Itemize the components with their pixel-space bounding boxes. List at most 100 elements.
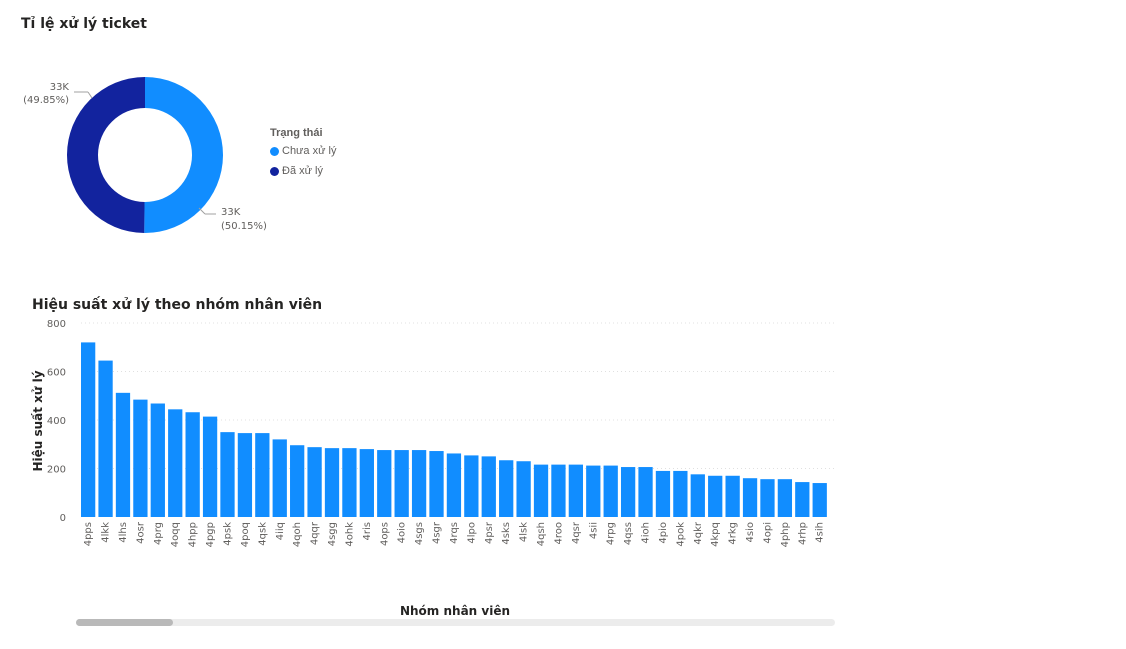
x-tick-label-4sih: 4sih xyxy=(815,522,826,543)
x-tick-label-4ops: 4ops xyxy=(379,522,390,546)
bar-4iiq[interactable] xyxy=(272,439,287,517)
bar-4oqq[interactable] xyxy=(168,409,183,517)
bar-4rkg[interactable] xyxy=(725,475,740,517)
x-tick-label-4psk: 4psk xyxy=(222,522,233,546)
bar-4osr[interactable] xyxy=(133,399,148,517)
bar-4qqr[interactable] xyxy=(307,447,322,517)
x-tick-label-4sgr: 4sgr xyxy=(432,521,443,544)
bar-4qkr[interactable] xyxy=(690,474,705,517)
bar-4kpq[interactable] xyxy=(708,475,723,517)
x-tick-label-4qsk: 4qsk xyxy=(257,522,268,546)
x-tick-label-4hpp: 4hpp xyxy=(188,522,199,547)
donut-legend: Trạng thái Chưa xử lý Đã xử lý xyxy=(270,127,336,185)
y-axis-title: Hiệu suất xử lý xyxy=(31,370,45,471)
x-tick-label-4sio: 4sio xyxy=(745,522,756,542)
bar-4hpp[interactable] xyxy=(185,412,200,517)
bar-chart-title: Hiệu suất xử lý theo nhóm nhân viên xyxy=(32,297,323,313)
x-tick-label-4rkg: 4rkg xyxy=(728,522,739,545)
legend-dot-chua-xu-ly xyxy=(270,146,279,156)
bar-4pgp[interactable] xyxy=(202,416,218,517)
data-label-chua-value: 33K xyxy=(221,207,241,218)
data-label-chua-pct: (50.15%) xyxy=(221,221,267,232)
label-leader-chua xyxy=(198,207,206,215)
bar-4sks[interactable] xyxy=(499,460,514,517)
bar-4sgr[interactable] xyxy=(429,451,444,517)
x-tick-label-4lpo: 4lpo xyxy=(466,522,477,544)
scrollbar-thumb[interactable] xyxy=(76,619,173,626)
x-tick-label-4ohk: 4ohk xyxy=(344,522,355,547)
y-tick-label-0: 0 xyxy=(60,513,66,524)
x-tick-label-4lsk: 4lsk xyxy=(519,522,530,542)
x-tick-label-4qoh: 4qoh xyxy=(292,522,303,547)
bar-4lkk[interactable] xyxy=(98,360,113,517)
x-tick-label-4prg: 4prg xyxy=(153,522,164,545)
bar-4psk[interactable] xyxy=(220,432,235,518)
y-tick-label-400: 400 xyxy=(47,416,66,427)
bar-4sgg[interactable] xyxy=(324,448,340,517)
bar-4prg[interactable] xyxy=(150,403,165,517)
x-tick-label-4rhp: 4rhp xyxy=(797,522,808,545)
x-tick-label-4oio: 4oio xyxy=(397,522,408,543)
bar-4rpg[interactable] xyxy=(603,465,618,517)
y-tick-label-800: 800 xyxy=(47,319,66,330)
bar-4oio[interactable] xyxy=(394,450,409,517)
bar-4qss[interactable] xyxy=(620,467,636,517)
bar-4lsk[interactable] xyxy=(516,461,531,517)
legend-title: Trạng thái xyxy=(270,127,323,139)
bar-4qoh[interactable] xyxy=(290,445,305,517)
bar-chart: 0 200 400 600 800 4pps 4lkk 4lhs 4osr 4prg 4oqq 4h… xyxy=(31,319,835,547)
bar-4lpo[interactable] xyxy=(464,455,479,517)
x-tick-label-4roo: 4roo xyxy=(553,522,564,545)
bar-4psr[interactable] xyxy=(481,456,496,518)
horizontal-scrollbar[interactable] xyxy=(76,619,835,626)
donut-chart: 33K (49.85%) 33K (50.15%) xyxy=(23,77,267,233)
bar-4rqs[interactable] xyxy=(446,453,462,517)
bar-4sii[interactable] xyxy=(586,465,601,517)
legend-item-chua-xu-ly[interactable]: Chưa xử lý xyxy=(270,145,336,157)
bar-4poq[interactable] xyxy=(237,433,253,517)
x-tick-label-4iiq: 4iiq xyxy=(275,522,286,540)
bar-4opi[interactable] xyxy=(760,479,775,517)
donut-slice-da-xu-ly[interactable] xyxy=(66,77,145,233)
bar-4ohk[interactable] xyxy=(342,448,357,517)
legend-label-da-xu-ly: Đã xử lý xyxy=(282,165,323,177)
bar-4roo[interactable] xyxy=(551,464,566,517)
legend-label-chua-xu-ly: Chưa xử lý xyxy=(282,145,337,157)
x-tick-label-4ioh: 4ioh xyxy=(641,522,652,544)
x-tick-label-4sks: 4sks xyxy=(501,522,512,545)
x-tick-label-4qsh: 4qsh xyxy=(536,522,547,546)
legend-item-da-xu-ly[interactable]: Đã xử lý xyxy=(270,165,336,177)
x-tick-label-4qkr: 4qkr xyxy=(693,521,704,545)
bar-4sgs[interactable] xyxy=(411,450,427,517)
bar-4qsh[interactable] xyxy=(533,464,549,517)
bar-4sih[interactable] xyxy=(812,483,827,517)
bar-4ioh[interactable] xyxy=(638,467,653,517)
legend-dot-da-xu-ly xyxy=(270,166,279,176)
bar-4qsk[interactable] xyxy=(255,433,270,517)
x-tick-label-4ris: 4ris xyxy=(362,522,373,540)
x-tick-label-4pio: 4pio xyxy=(658,522,669,544)
x-tick-label-4lkk: 4lkk xyxy=(101,522,112,543)
bar-4pps[interactable] xyxy=(81,342,96,517)
x-tick-label-4pgp: 4pgp xyxy=(205,522,216,547)
bar-4lhs[interactable] xyxy=(115,392,131,517)
bar-4rhp[interactable] xyxy=(795,482,810,517)
bar-4ops[interactable] xyxy=(377,450,392,517)
bar-4pok[interactable] xyxy=(673,470,688,517)
x-tick-label-4osr: 4osr xyxy=(135,521,146,544)
x-tick-label-4rqs: 4rqs xyxy=(449,522,460,544)
x-tick-label-4rpg: 4rpg xyxy=(606,522,617,545)
bar-4php[interactable] xyxy=(777,479,793,517)
bar-4ris[interactable] xyxy=(359,449,374,517)
x-tick-label-4psr: 4psr xyxy=(484,521,495,544)
bar-4sio[interactable] xyxy=(742,478,758,517)
bar-4pio[interactable] xyxy=(655,470,671,517)
x-axis-title: Nhóm nhân viên xyxy=(399,604,511,618)
donut-slice-chua-xu-ly[interactable] xyxy=(144,77,223,233)
y-tick-label-200: 200 xyxy=(47,465,66,476)
x-tick-label-4php: 4php xyxy=(780,522,791,547)
data-label-da-pct: (49.85%) xyxy=(23,95,69,106)
x-tick-label-4qqr: 4qqr xyxy=(310,521,321,545)
donut-title: Tỉ lệ xử lý ticket xyxy=(21,16,147,32)
bar-4qsr[interactable] xyxy=(568,464,583,517)
